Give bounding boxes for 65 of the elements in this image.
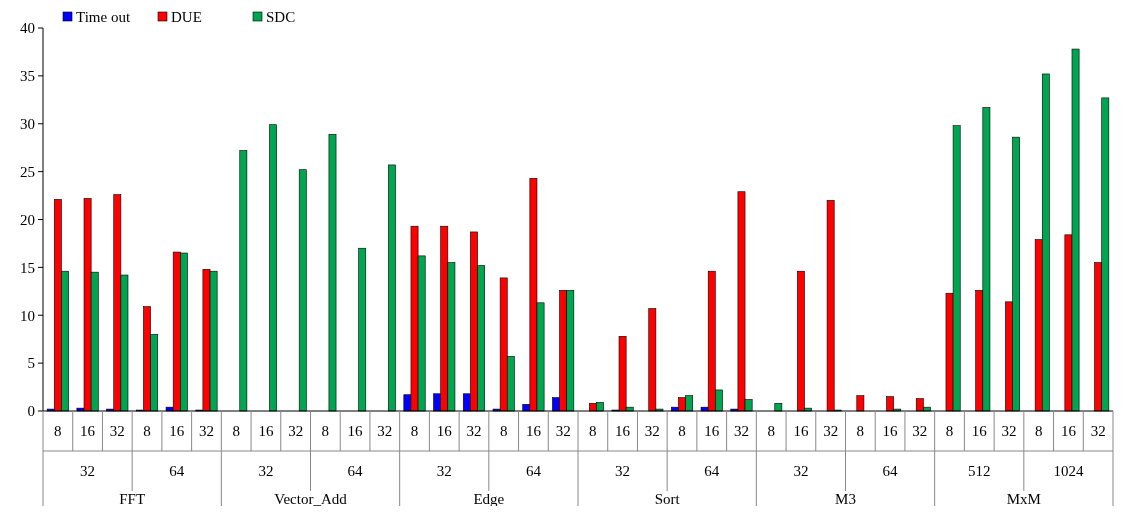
text: Vector_Add (274, 490, 348, 507)
text: 1024 (1053, 463, 1084, 480)
x-tick-label: 32 (823, 423, 839, 440)
y-tick-label: 25 (20, 163, 35, 180)
x-tick-label: 8 (54, 423, 62, 440)
x-tick-label: 8 (1034, 423, 1043, 440)
text: 32 (615, 463, 631, 480)
x-tick-label: 8 (499, 423, 508, 440)
text: 64 (704, 463, 720, 480)
x-tick-label: 8 (589, 423, 597, 440)
x-tick-label: 32 (1090, 423, 1106, 440)
text: 512 (968, 463, 991, 480)
x-tick-label: 32 (109, 423, 125, 440)
y-tick-label: 10 (20, 307, 35, 324)
x-tick-label: 16 (704, 423, 720, 440)
legend-label: SDC (266, 9, 296, 26)
x-tick-label: 32 (912, 423, 928, 440)
x-tick-label: 32 (644, 423, 660, 440)
x-tick-label: 8 (321, 423, 330, 440)
x-tick-label: 16 (258, 423, 274, 440)
legend-label: Time out (76, 9, 131, 26)
x-tick-label: 8 (410, 423, 419, 440)
y-tick-label: 20 (20, 211, 35, 228)
y-tick-label: 15 (20, 259, 35, 276)
text: 32 (436, 463, 452, 480)
y-tick-label: 40 (20, 20, 35, 37)
text: 64 (347, 463, 364, 480)
x-tick-label: 16 (793, 423, 809, 440)
x-tick-label: 32 (1001, 423, 1017, 440)
x-tick-label: 16 (347, 423, 364, 440)
x-tick-label: 16 (525, 423, 542, 440)
text: 32 (793, 463, 809, 480)
x-tick-label: 32 (466, 423, 482, 440)
x-tick-label: 16 (80, 423, 96, 440)
text: M3 (835, 490, 856, 507)
text: FFT (119, 490, 146, 507)
x-tick-label: 16 (615, 423, 631, 440)
y-tick-label: 35 (20, 68, 35, 85)
legend-label: DUE (171, 9, 202, 26)
x-tick-label: 32 (555, 423, 571, 440)
x-tick-label: 8 (143, 423, 151, 440)
x-tick-label: 8 (945, 423, 954, 440)
x-tick-label: 8 (678, 423, 686, 440)
text: 64 (525, 463, 542, 480)
x-tick-label: 16 (882, 423, 899, 440)
y-tick-label: 0 (27, 403, 35, 420)
text: 64 (169, 463, 185, 480)
y-tick-label: 5 (27, 355, 35, 372)
x-tick-label: 8 (856, 423, 865, 440)
x-tick-label: 32 (198, 423, 214, 440)
x-tick-label: 32 (288, 423, 304, 440)
text: Sort (654, 490, 681, 507)
text: 32 (258, 463, 274, 480)
x-tick-label: 8 (232, 423, 240, 440)
x-tick-label: 16 (971, 423, 988, 440)
x-tick-label: 16 (436, 423, 453, 440)
text: 32 (80, 463, 96, 480)
x-tick-label: 32 (377, 423, 393, 440)
text: MxM (1006, 490, 1041, 507)
x-tick-label: 8 (767, 423, 775, 440)
y-tick-label: 30 (20, 116, 35, 132)
x-tick-label: 16 (169, 423, 185, 440)
x-tick-label: 16 (1060, 423, 1077, 440)
x-tick-label: 32 (733, 423, 749, 440)
text: 64 (882, 463, 899, 480)
